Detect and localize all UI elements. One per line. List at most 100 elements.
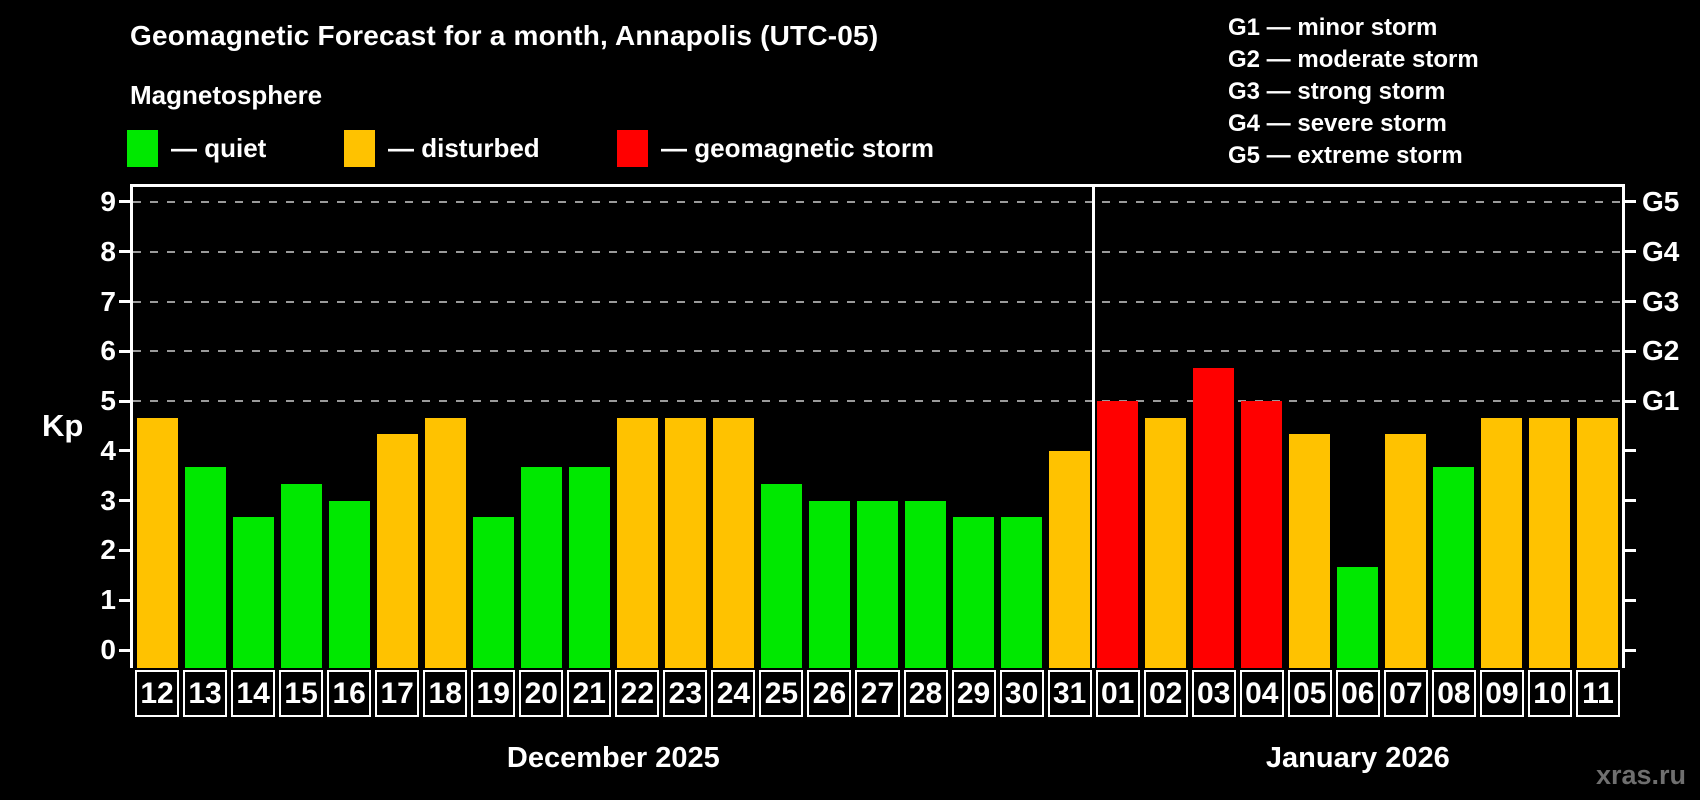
y-tick-label-0: 0	[100, 634, 116, 665]
y-tick-1	[119, 598, 130, 602]
y-tick-label-5: 5	[100, 385, 116, 417]
day-label-05: 05	[1287, 670, 1332, 717]
kp-bar-04	[1241, 401, 1283, 668]
g1-legend-row: G1 — minor storm	[1228, 14, 1438, 41]
y-axis-title: Kp	[42, 408, 84, 443]
watermark: xras.ru	[1595, 760, 1686, 790]
page-title: Geomagnetic Forecast for a month, Annapo…	[130, 20, 879, 51]
g-label-G1: G1	[1642, 385, 1680, 417]
legend-item-disturbed: — disturbed	[344, 128, 540, 168]
y-tick-label-2: 2	[100, 534, 116, 566]
gridline-kp6	[133, 350, 1622, 353]
legend-item-quiet: — quiet	[127, 128, 266, 168]
y-tick-label-7: 7	[100, 285, 116, 317]
month-label-1: January 2026	[1265, 742, 1450, 774]
magnetosphere-label: Magnetosphere	[130, 80, 323, 110]
kp-bar-07	[1385, 434, 1427, 668]
kp-bar-10	[1529, 417, 1571, 668]
day-label-17: 17	[375, 670, 420, 717]
day-label-21: 21	[567, 670, 612, 717]
kp-bar-30	[1001, 517, 1043, 668]
day-label-09: 09	[1479, 670, 1524, 717]
right-tick-7	[1625, 300, 1636, 304]
right-tick-9	[1625, 200, 1636, 204]
right-tick-8	[1625, 250, 1636, 254]
y-tick-label-1: 1	[100, 584, 116, 616]
day-label-26: 26	[807, 670, 852, 717]
kp-bar-27	[856, 500, 898, 668]
kp-bar-11	[1577, 417, 1619, 668]
kp-bar-21	[568, 467, 610, 668]
g-label-G3: G3	[1642, 285, 1680, 317]
g2-legend-row: G2 — moderate storm	[1228, 46, 1479, 73]
day-label-23: 23	[663, 670, 708, 717]
legend-label-disturbed: — disturbed	[388, 132, 540, 163]
right-tick-0	[1625, 648, 1636, 652]
y-tick-2	[119, 548, 130, 552]
y-tick-label-3: 3	[100, 484, 116, 516]
kp-bar-03	[1193, 367, 1235, 668]
kp-bar-26	[808, 500, 850, 668]
kp-bar-12	[136, 417, 178, 668]
day-label-16: 16	[327, 670, 372, 717]
right-tick-5	[1625, 399, 1636, 403]
day-label-24: 24	[711, 670, 756, 717]
day-label-13: 13	[183, 670, 228, 717]
y-tick-3	[119, 499, 130, 503]
right-tick-1	[1625, 598, 1636, 602]
kp-bar-29	[953, 517, 995, 668]
g4-legend-row: G4 — severe storm	[1228, 110, 1447, 137]
kp-bar-20	[520, 467, 562, 668]
day-label-07: 07	[1383, 670, 1428, 717]
gridline-kp7	[133, 300, 1622, 303]
day-label-12: 12	[135, 670, 180, 717]
kp-bar-15	[280, 484, 322, 668]
day-label-11: 11	[1575, 670, 1620, 717]
kp-bar-31	[1049, 450, 1091, 668]
g-label-G5: G5	[1642, 185, 1680, 217]
right-tick-3	[1625, 499, 1636, 503]
y-tick-5	[119, 399, 130, 403]
legend-label-quiet: — quiet	[171, 132, 267, 163]
day-label-27: 27	[855, 670, 900, 717]
storm-color-swatch	[617, 129, 648, 167]
day-label-28: 28	[903, 670, 948, 717]
gridline-kp8	[133, 250, 1622, 253]
kp-bar-28	[905, 500, 947, 668]
month-label-0: December 2025	[506, 742, 720, 774]
gridline-kp5	[133, 400, 1622, 403]
day-label-18: 18	[423, 670, 468, 717]
day-label-31: 31	[1047, 670, 1092, 717]
y-tick-6	[119, 349, 130, 353]
right-tick-6	[1625, 349, 1636, 353]
y-tick-4	[119, 449, 130, 453]
gridline-kp9	[133, 200, 1622, 203]
legend-label-storm: — geomagnetic storm	[661, 132, 935, 163]
day-label-15: 15	[279, 670, 324, 717]
kp-bar-06	[1337, 566, 1379, 668]
y-tick-label-4: 4	[100, 434, 116, 466]
day-label-04: 04	[1239, 670, 1284, 717]
day-label-30: 30	[999, 670, 1044, 717]
kp-bar-22	[616, 417, 658, 668]
kp-bar-09	[1481, 417, 1523, 668]
right-tick-4	[1625, 449, 1636, 453]
right-tick-2	[1625, 548, 1636, 552]
kp-bar-17	[376, 434, 418, 668]
kp-bar-13	[184, 467, 226, 668]
day-label-10: 10	[1527, 670, 1572, 717]
kp-bar-14	[232, 517, 274, 668]
disturbed-color-swatch	[344, 129, 375, 167]
y-tick-0	[119, 648, 130, 652]
day-label-14: 14	[231, 670, 276, 717]
y-tick-label-9: 9	[100, 185, 116, 217]
day-label-25: 25	[759, 670, 804, 717]
day-label-22: 22	[615, 670, 660, 717]
g-scale-legend: G1 — minor storm G2 — moderate storm G3 …	[1228, 12, 1479, 172]
g5-legend-row: G5 — extreme storm	[1228, 142, 1463, 169]
kp-bar-01	[1097, 401, 1139, 668]
y-tick-label-8: 8	[100, 235, 116, 267]
plot-area	[130, 184, 1625, 668]
quiet-color-swatch	[127, 129, 158, 167]
